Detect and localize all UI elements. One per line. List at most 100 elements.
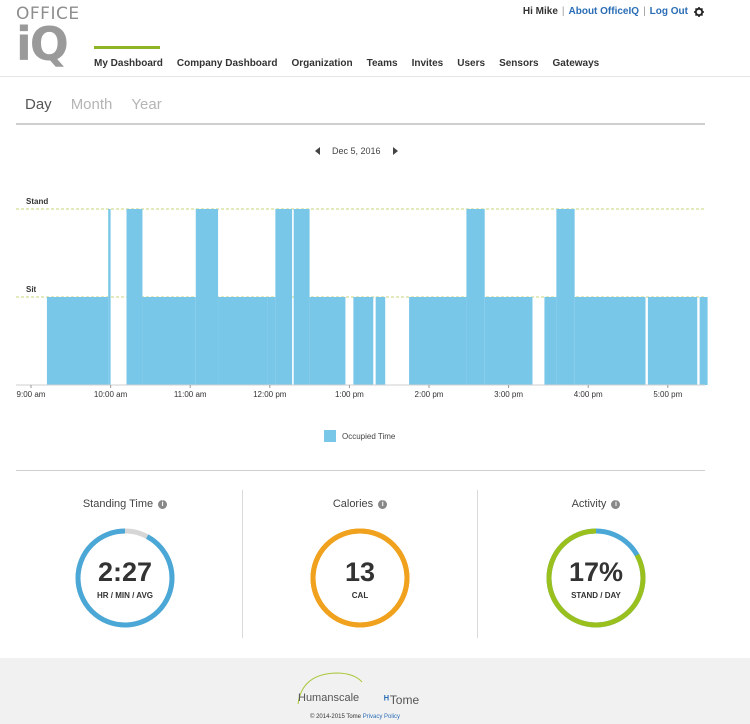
nav-divider — [0, 76, 750, 77]
tome-logo[interactable]: ᴴ Tome — [384, 693, 419, 707]
tab-month[interactable]: Month — [70, 96, 113, 113]
tome-text: Tome — [389, 693, 420, 707]
level-label-sit: Sit — [26, 285, 37, 294]
calories-stat: Calories i 13 CAL — [295, 498, 425, 630]
occupancy-bar — [108, 209, 111, 385]
standing-time-ring-graphic — [75, 528, 175, 628]
tome-icon: ᴴ — [384, 694, 389, 706]
nav-my-dashboard[interactable]: My Dashboard — [94, 46, 163, 69]
standing-time-stat: Standing Time i 2:27 HR / MIN / AVG — [60, 498, 190, 630]
user-menu: Hi Mike | About OfficeIQ | Log Out — [523, 6, 704, 17]
occupancy-bar — [195, 209, 219, 385]
info-icon[interactable]: i — [158, 499, 168, 509]
occupancy-bar — [574, 297, 646, 385]
calories-title: Calories — [332, 498, 374, 510]
logout-link[interactable]: Log Out — [649, 6, 688, 17]
occupancy-bar — [409, 297, 467, 385]
nav-organization[interactable]: Organization — [291, 58, 353, 69]
activity-stat: Activity i 17% STAND / DAY — [531, 498, 661, 630]
period-divider — [16, 123, 705, 125]
calories-ring-graphic — [310, 528, 410, 628]
nav-users[interactable]: Users — [457, 58, 486, 69]
occupancy-bar — [556, 209, 575, 385]
standing-time-ring-text: 2:27 HR / MIN / AVG — [73, 526, 177, 630]
occupancy-bar — [353, 297, 374, 385]
current-date: Dec 5, 2016 — [332, 146, 381, 156]
calories-title-row: Calories i — [295, 498, 425, 510]
tab-day[interactable]: Day — [25, 96, 52, 113]
nav-invites[interactable]: Invites — [411, 58, 444, 69]
calories-unit: CAL — [351, 590, 369, 600]
nav-company-dashboard[interactable]: Company Dashboard — [176, 58, 278, 69]
occupancy-bar — [267, 297, 276, 385]
about-link[interactable]: About OfficeIQ — [568, 6, 640, 17]
occupancy-bar — [126, 209, 143, 385]
separator: | — [561, 6, 565, 17]
activity-title: Activity — [571, 498, 607, 510]
level-label-stand: Stand — [26, 197, 48, 206]
activity-value: 17% — [568, 556, 624, 587]
x-tick-label: 1:00 pm — [335, 390, 364, 399]
occupancy-chart: Sit Stand 9:00 am 10:00 am 11:00 am 12:00 pm 1… — [16, 197, 708, 399]
ring-progress — [75, 528, 175, 628]
activity-ring-graphic — [546, 528, 646, 628]
gear-icon[interactable] — [694, 6, 704, 17]
column-divider — [477, 490, 478, 638]
greeting-text: Hi Mike — [522, 6, 558, 17]
standing-time-unit: HR / MIN / AVG — [97, 590, 153, 600]
humanscale-arc — [297, 672, 363, 705]
occupancy-bar — [647, 297, 698, 385]
legend-swatch — [324, 430, 336, 442]
nav-sensors[interactable]: Sensors — [499, 58, 539, 69]
main-nav: My Dashboard Company Dashboard Organizat… — [94, 46, 613, 69]
occupancy-bar — [375, 297, 386, 385]
occupancy-bar — [484, 297, 533, 385]
x-tick-label: 11:00 am — [174, 390, 207, 399]
info-icon[interactable]: i — [378, 499, 388, 509]
ring-progress — [546, 528, 646, 628]
copyright-text: © 2014-2015 Tome — [310, 714, 362, 720]
prev-day-icon[interactable] — [315, 147, 320, 155]
info-icon[interactable]: i — [611, 499, 621, 509]
humanscale-logo[interactable]: Humanscale — [296, 670, 366, 706]
calories-ring: 13 CAL — [308, 526, 412, 630]
tab-year[interactable]: Year — [131, 96, 162, 113]
footer: Humanscale ᴴ Tome © 2014-2015 Tome Priva… — [0, 658, 750, 724]
occupancy-bar — [293, 209, 310, 385]
calories-ring-text: 13 CAL — [308, 526, 412, 630]
officeiq-logo[interactable]: OFFICE iQ — [16, 4, 79, 71]
x-tick-label: 9:00 am — [17, 390, 46, 399]
occupancy-bar — [309, 297, 346, 385]
standing-time-value: 2:27 — [97, 556, 153, 587]
date-selector: Dec 5, 2016 — [315, 146, 398, 156]
occupancy-bar — [466, 209, 485, 385]
chart-legend: Occupied Time — [324, 430, 395, 442]
occupancy-bar — [46, 297, 109, 385]
standing-time-ring: 2:27 HR / MIN / AVG — [73, 526, 177, 630]
nav-gateways[interactable]: Gateways — [552, 58, 600, 69]
occupancy-bar — [275, 209, 293, 385]
copyright: © 2014-2015 Tome Privacy Policy — [310, 714, 400, 720]
activity-unit: STAND / DAY — [571, 590, 621, 600]
humanscale-text: Humanscale — [298, 692, 360, 704]
x-tick-label: 5:00 pm — [653, 390, 682, 399]
x-tick-label: 3:00 pm — [494, 390, 523, 399]
nav-teams[interactable]: Teams — [366, 58, 398, 69]
x-tick-label: 2:00 pm — [415, 390, 444, 399]
activity-title-row: Activity i — [531, 498, 661, 510]
logo-iq-text: iQ — [16, 17, 69, 71]
privacy-policy-link[interactable]: Privacy Policy — [362, 714, 401, 720]
stats-divider — [16, 470, 705, 471]
standing-time-title-row: Standing Time i — [60, 498, 190, 510]
activity-ring: 17% STAND / DAY — [544, 526, 648, 630]
standing-time-title: Standing Time — [82, 498, 154, 510]
occupancy-bar — [218, 297, 268, 385]
next-day-icon[interactable] — [392, 147, 398, 155]
activity-ring-text: 17% STAND / DAY — [544, 526, 648, 630]
x-tick-label: 12:00 pm — [253, 390, 287, 399]
occupancy-bar — [142, 297, 196, 385]
occupancy-bar — [544, 297, 557, 385]
x-tick-label: 10:00 am — [94, 390, 128, 399]
x-tick-label: 4:00 pm — [574, 390, 603, 399]
ring-progress — [310, 528, 410, 628]
